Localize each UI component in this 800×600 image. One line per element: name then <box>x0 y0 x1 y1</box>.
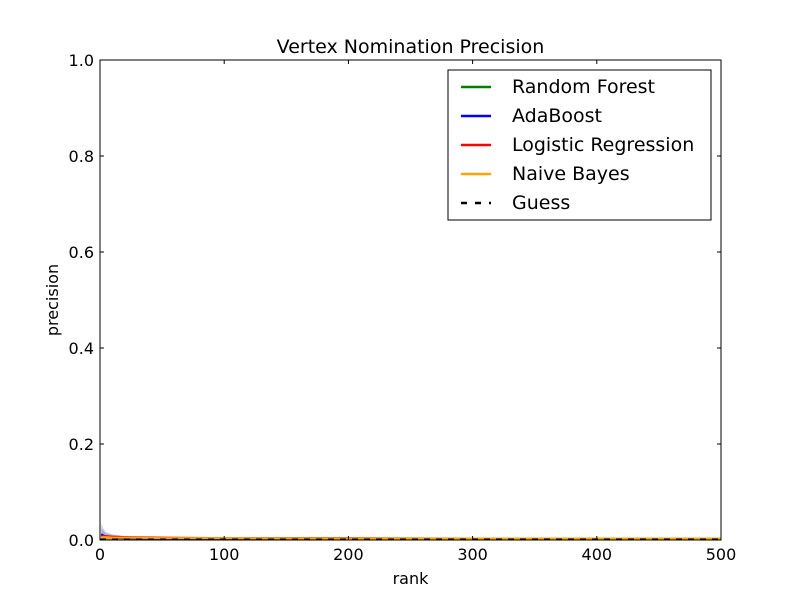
x-tick-label: 300 <box>457 545 488 564</box>
x-tick-label: 100 <box>209 545 240 564</box>
x-tick-label: 0 <box>95 545 105 564</box>
x-tick-label: 500 <box>706 545 737 564</box>
legend-label: Random Forest <box>512 76 655 98</box>
x-axis-label: rank <box>393 569 430 588</box>
axis-ticks: 0 100 200 300 400 500 0.0 0.2 0.4 0.6 0.8 1.0 <box>69 51 737 564</box>
x-tick-label: 200 <box>333 545 364 564</box>
plot-frame <box>99 59 722 541</box>
legend-box <box>447 69 712 221</box>
legend-label: Guess <box>512 192 570 214</box>
y-tick-label: 0.8 <box>69 147 94 166</box>
y-tick-label: 0.0 <box>69 531 94 550</box>
y-tick-label: 1.0 <box>69 51 94 70</box>
x-tick-label: 400 <box>582 545 613 564</box>
y-tick-label: 0.4 <box>69 339 94 358</box>
legend: Random Forest AdaBoost Logistic Regression… <box>447 69 712 221</box>
plot-area <box>100 523 721 540</box>
legend-label: AdaBoost <box>512 105 602 127</box>
y-axis-label: precision <box>43 264 62 336</box>
legend-label: Naive Bayes <box>512 163 630 185</box>
chart-title: Vertex Nomination Precision <box>277 36 545 58</box>
y-tick-label: 0.6 <box>69 243 94 262</box>
y-tick-label: 0.2 <box>69 435 94 454</box>
legend-label: Logistic Regression <box>512 134 694 156</box>
